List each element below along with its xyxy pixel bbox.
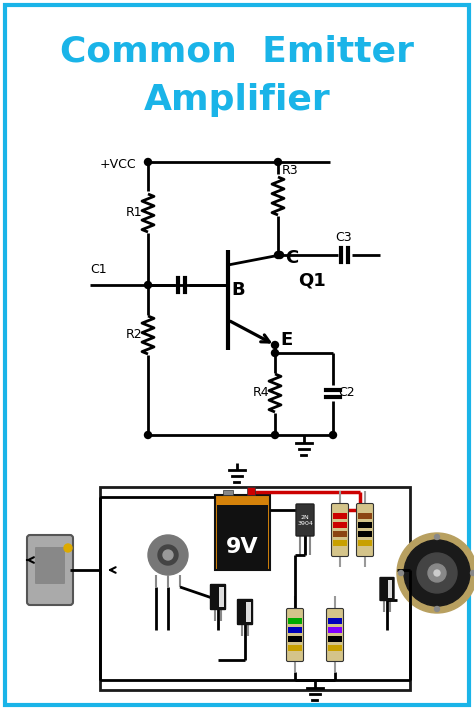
FancyBboxPatch shape — [296, 504, 314, 536]
Circle shape — [64, 544, 72, 552]
Circle shape — [435, 606, 439, 611]
Text: R4: R4 — [253, 386, 270, 400]
FancyBboxPatch shape — [328, 618, 342, 624]
FancyBboxPatch shape — [333, 513, 347, 519]
Circle shape — [417, 553, 457, 593]
Circle shape — [272, 349, 279, 356]
FancyBboxPatch shape — [35, 547, 65, 584]
FancyBboxPatch shape — [333, 522, 347, 528]
Circle shape — [145, 432, 152, 439]
FancyBboxPatch shape — [215, 495, 270, 570]
Circle shape — [145, 158, 152, 165]
Text: B: B — [231, 281, 245, 299]
FancyBboxPatch shape — [217, 505, 268, 570]
Circle shape — [399, 571, 403, 576]
Circle shape — [435, 535, 439, 540]
FancyBboxPatch shape — [223, 490, 233, 495]
FancyBboxPatch shape — [247, 487, 255, 495]
Text: R2: R2 — [126, 329, 143, 342]
FancyBboxPatch shape — [331, 503, 348, 557]
FancyBboxPatch shape — [237, 599, 253, 625]
FancyBboxPatch shape — [356, 503, 374, 557]
Text: 2N
3904: 2N 3904 — [297, 515, 313, 526]
FancyBboxPatch shape — [288, 618, 302, 624]
FancyBboxPatch shape — [246, 602, 251, 622]
FancyBboxPatch shape — [27, 535, 73, 605]
FancyBboxPatch shape — [358, 522, 372, 528]
FancyBboxPatch shape — [328, 645, 342, 651]
FancyBboxPatch shape — [328, 636, 342, 642]
Text: 9V: 9V — [226, 537, 259, 557]
Text: Amplifier: Amplifier — [144, 83, 330, 117]
FancyBboxPatch shape — [333, 531, 347, 537]
FancyBboxPatch shape — [288, 645, 302, 651]
Text: +VCC: +VCC — [100, 158, 137, 170]
FancyBboxPatch shape — [5, 5, 469, 705]
Circle shape — [274, 158, 282, 165]
FancyBboxPatch shape — [388, 580, 392, 598]
Text: Common  Emitter: Common Emitter — [60, 35, 414, 69]
Text: C: C — [285, 249, 298, 267]
FancyBboxPatch shape — [380, 577, 394, 601]
Circle shape — [471, 571, 474, 576]
Circle shape — [404, 540, 470, 606]
FancyBboxPatch shape — [219, 587, 224, 607]
FancyBboxPatch shape — [358, 513, 372, 519]
Text: R3: R3 — [282, 164, 299, 177]
Circle shape — [158, 545, 178, 565]
FancyBboxPatch shape — [358, 540, 372, 546]
Circle shape — [272, 432, 279, 439]
FancyBboxPatch shape — [358, 531, 372, 537]
FancyBboxPatch shape — [286, 608, 303, 662]
Text: R1: R1 — [126, 207, 143, 219]
Text: C2: C2 — [338, 386, 355, 400]
Circle shape — [276, 251, 283, 258]
FancyBboxPatch shape — [210, 584, 226, 609]
Circle shape — [272, 342, 279, 349]
Circle shape — [163, 550, 173, 560]
Circle shape — [329, 432, 337, 439]
FancyBboxPatch shape — [328, 627, 342, 633]
FancyBboxPatch shape — [288, 627, 302, 633]
Text: C1: C1 — [90, 263, 107, 276]
Circle shape — [428, 564, 446, 582]
Text: E: E — [280, 331, 292, 349]
FancyBboxPatch shape — [333, 540, 347, 546]
FancyBboxPatch shape — [100, 487, 410, 690]
Circle shape — [434, 570, 440, 576]
Circle shape — [145, 281, 152, 288]
Circle shape — [274, 251, 282, 258]
FancyBboxPatch shape — [327, 608, 344, 662]
Circle shape — [148, 535, 188, 575]
FancyBboxPatch shape — [288, 636, 302, 642]
Text: Q1: Q1 — [298, 271, 326, 289]
Text: C3: C3 — [335, 231, 352, 244]
Circle shape — [397, 533, 474, 613]
